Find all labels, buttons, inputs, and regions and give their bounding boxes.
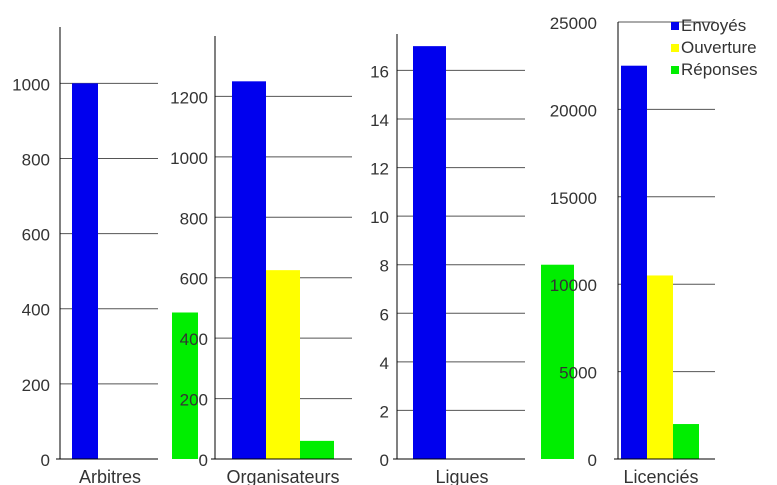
category-label: Arbitres [79, 467, 141, 485]
y-tick-label: 400 [180, 330, 208, 349]
category-label: Ligues [435, 467, 488, 485]
legend-label: Ouverture [681, 38, 757, 57]
legend-swatch [671, 66, 679, 74]
chart-panel-4: 0 5000 10000 15000 20000 25000 Licenciés [550, 14, 715, 485]
chart-panel-3: 0 2 4 6 8 10 12 14 16 Ligues [370, 34, 574, 485]
legend-label: Envoyés [681, 16, 746, 35]
y-tick-label: 200 [22, 376, 50, 395]
y-tick-label: 10 [370, 208, 389, 227]
y-tick-label: 6 [380, 305, 389, 324]
legend: Envoyés Ouverture Réponses [671, 16, 758, 79]
chart-panel-1: 0 200 400 600 800 1000 Arbitres [12, 27, 198, 485]
bar-envoys [413, 46, 446, 460]
category-label: Licenciés [623, 467, 698, 485]
y-tick-label: 800 [22, 150, 50, 169]
bar-ouverture [647, 275, 673, 459]
bar-envoys [232, 81, 266, 460]
y-tick-label: 200 [180, 391, 208, 410]
bar-envoys [72, 83, 98, 459]
y-tick-label: 5000 [559, 364, 597, 383]
bar-ouverture [266, 270, 300, 459]
y-tick-label: 600 [180, 270, 208, 289]
bar-rponses [300, 440, 334, 459]
y-tick-label: 0 [199, 451, 208, 470]
y-tick-label: 14 [370, 111, 389, 130]
y-tick-label: 8 [380, 257, 389, 276]
y-tick-label: 10000 [550, 276, 597, 295]
y-tick-label: 1000 [12, 75, 50, 94]
y-tick-label: 25000 [550, 14, 597, 33]
y-tick-label: 0 [41, 451, 50, 470]
bar-rponses [172, 312, 198, 459]
category-label: Organisateurs [226, 467, 339, 485]
y-tick-label: 800 [180, 209, 208, 228]
y-tick-label: 12 [370, 160, 389, 179]
y-tick-label: 0 [380, 451, 389, 470]
y-tick-label: 16 [370, 62, 389, 81]
y-tick-label: 0 [588, 451, 597, 470]
legend-swatch [671, 22, 679, 30]
y-tick-label: 4 [380, 354, 389, 373]
bar-rponses [673, 424, 699, 459]
y-tick-label: 1000 [170, 149, 208, 168]
bar-rponses [541, 264, 574, 459]
y-tick-label: 2 [380, 402, 389, 421]
bar-envoys [621, 65, 647, 459]
legend-label: Réponses [681, 60, 758, 79]
y-tick-label: 600 [22, 226, 50, 245]
y-tick-label: 400 [22, 301, 50, 320]
y-tick-label: 20000 [550, 101, 597, 120]
chart-panel-2: 0 200 400 600 800 1000 1200 Organisateurs [170, 36, 352, 485]
legend-swatch [671, 44, 679, 52]
y-tick-label: 15000 [550, 189, 597, 208]
y-tick-label: 1200 [170, 88, 208, 107]
